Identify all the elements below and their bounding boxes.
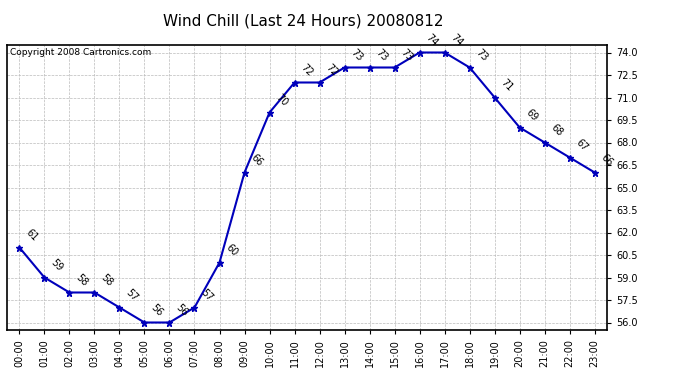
Text: 56: 56	[148, 303, 164, 318]
Text: Copyright 2008 Cartronics.com: Copyright 2008 Cartronics.com	[10, 48, 151, 57]
Text: 73: 73	[348, 48, 364, 63]
Text: 74: 74	[424, 33, 440, 48]
Text: 66: 66	[599, 153, 615, 168]
Text: 70: 70	[274, 93, 290, 108]
Text: 73: 73	[399, 48, 415, 63]
Text: 57: 57	[124, 287, 139, 303]
Text: 61: 61	[23, 228, 39, 243]
Text: 72: 72	[299, 62, 315, 78]
Text: 60: 60	[224, 243, 239, 258]
Text: 71: 71	[499, 78, 515, 93]
Text: 57: 57	[199, 287, 215, 303]
Text: 73: 73	[474, 48, 490, 63]
Text: 68: 68	[549, 123, 564, 138]
Text: 69: 69	[524, 108, 540, 123]
Text: 58: 58	[74, 273, 90, 288]
Text: 56: 56	[174, 303, 190, 318]
Text: 72: 72	[324, 62, 339, 78]
Text: 59: 59	[48, 258, 64, 273]
Text: 73: 73	[374, 48, 390, 63]
Text: 67: 67	[574, 138, 590, 153]
Text: Wind Chill (Last 24 Hours) 20080812: Wind Chill (Last 24 Hours) 20080812	[164, 13, 444, 28]
Text: 66: 66	[248, 153, 264, 168]
Text: 74: 74	[448, 33, 464, 48]
Text: 58: 58	[99, 273, 115, 288]
